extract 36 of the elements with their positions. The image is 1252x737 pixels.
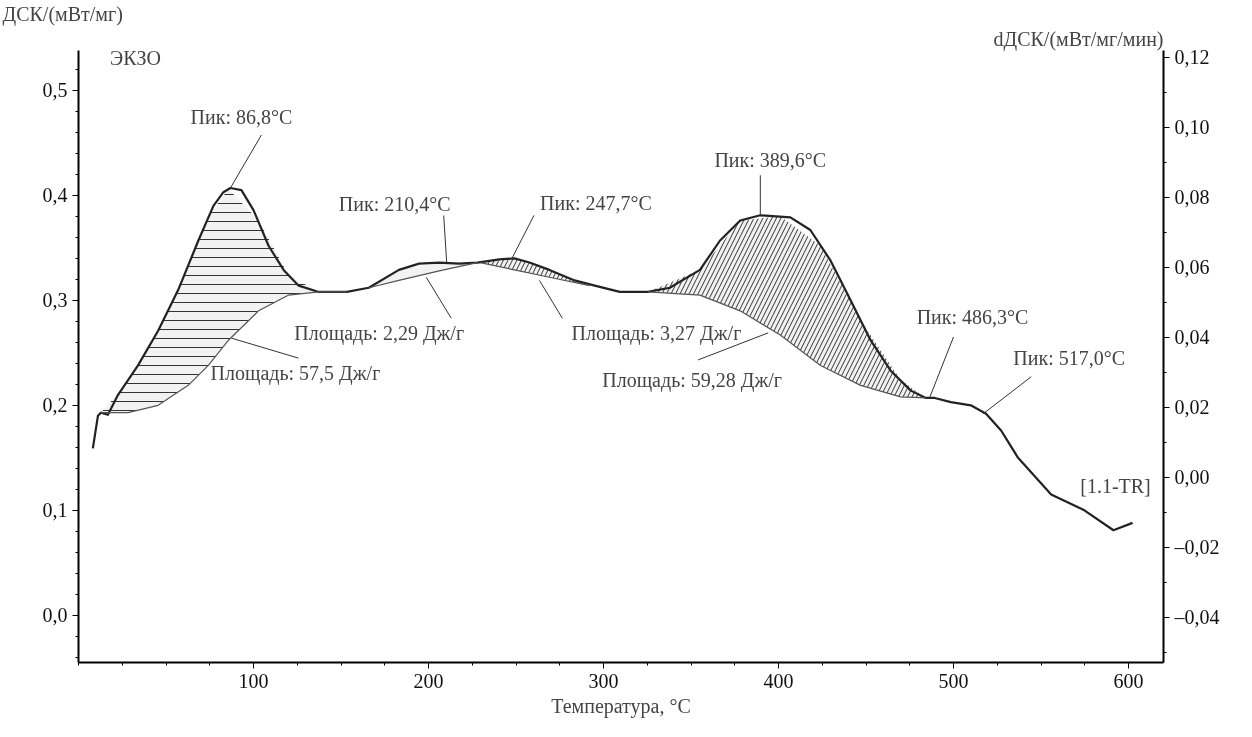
annotation: Пик: 517,0°C bbox=[1013, 346, 1126, 369]
x-tick-label: 600 bbox=[1113, 669, 1144, 692]
annotation: Пик: 486,3°C bbox=[916, 305, 1029, 328]
annotation: Площадь: 59,28 Дж/г bbox=[602, 368, 783, 392]
x-tick-label: 100 bbox=[238, 669, 269, 692]
y-axis-title: ДСК/(мВт/мг) bbox=[2, 2, 123, 26]
annotation: Площадь: 2,29 Дж/г bbox=[294, 322, 465, 346]
x-tick-label: 200 bbox=[413, 669, 444, 692]
x-tick-label: 400 bbox=[763, 669, 794, 692]
annotation: Пик: 210,4°C bbox=[338, 192, 451, 215]
y2-tick-label: 0,08 bbox=[1174, 186, 1210, 209]
y-tick-label: 0,0 bbox=[42, 604, 68, 627]
y2-tick-label: –0,04 bbox=[1173, 606, 1220, 629]
annotation: Площадь: 57,5 Дж/г bbox=[210, 362, 381, 386]
y2-tick-label: –0,02 bbox=[1173, 536, 1220, 559]
y-tick-label: 0,4 bbox=[42, 184, 68, 207]
annotation: Пик: 86,8°C bbox=[190, 106, 293, 129]
y2-tick-label: 0,12 bbox=[1174, 46, 1210, 69]
annotation: ЭКЗО bbox=[110, 46, 162, 69]
annotation: Пик: 389,6°C bbox=[714, 149, 827, 172]
x-axis-title: Температура, °C bbox=[551, 694, 691, 718]
y2-tick-label: 0,06 bbox=[1174, 256, 1210, 279]
y2-tick-label: 0,02 bbox=[1174, 396, 1210, 419]
y-tick-label: 0,1 bbox=[42, 499, 68, 522]
y2-tick-label: 0,10 bbox=[1174, 116, 1210, 139]
annotation: Пик: 247,7°C bbox=[540, 192, 652, 215]
y2-tick-label: 0,00 bbox=[1174, 466, 1210, 489]
x-tick-label: 300 bbox=[588, 669, 619, 692]
y-tick-label: 0,3 bbox=[42, 289, 68, 312]
y-tick-label: 0,2 bbox=[42, 394, 68, 417]
y2-tick-label: 0,04 bbox=[1174, 326, 1210, 349]
x-tick-label: 500 bbox=[938, 669, 969, 692]
y2-axis-title: dДСК/(мВт/мг/мин) bbox=[993, 27, 1164, 51]
annotation: Площадь: 3,27 Дж/г bbox=[571, 322, 742, 346]
annotation: [1.1-TR] bbox=[1080, 474, 1151, 497]
y-tick-label: 0,5 bbox=[42, 79, 68, 102]
